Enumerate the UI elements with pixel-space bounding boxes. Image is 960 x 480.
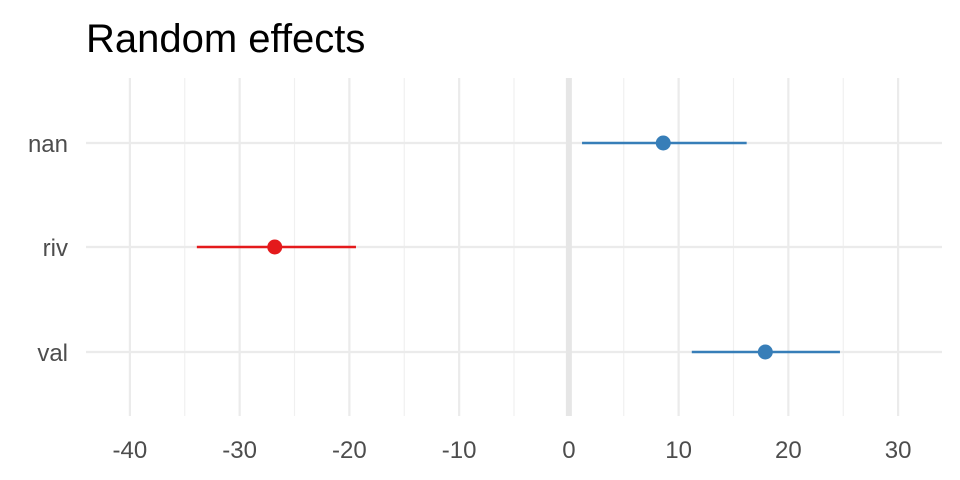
x-tick-label: 30 — [885, 437, 912, 464]
x-axis-tick-labels: -40 -30 -20 -10 0 10 20 30 — [113, 437, 912, 464]
point-riv — [267, 239, 283, 255]
x-tick-label: -40 — [113, 437, 148, 464]
x-tick-label: 10 — [665, 437, 692, 464]
x-tick-label: -20 — [332, 437, 367, 464]
x-tick-label: 20 — [775, 437, 802, 464]
y-axis-category-labels: nan riv val — [28, 131, 68, 367]
x-tick-label: 0 — [562, 437, 575, 464]
y-category-label: nan — [28, 131, 68, 158]
x-tick-label: -30 — [222, 437, 257, 464]
x-tick-label: -10 — [442, 437, 477, 464]
chart-title: Random effects — [86, 17, 365, 61]
point-nan — [655, 135, 671, 151]
point-val — [757, 344, 773, 360]
plot-marks — [196, 135, 840, 360]
y-category-label: riv — [43, 235, 68, 262]
y-category-label: val — [37, 340, 68, 367]
